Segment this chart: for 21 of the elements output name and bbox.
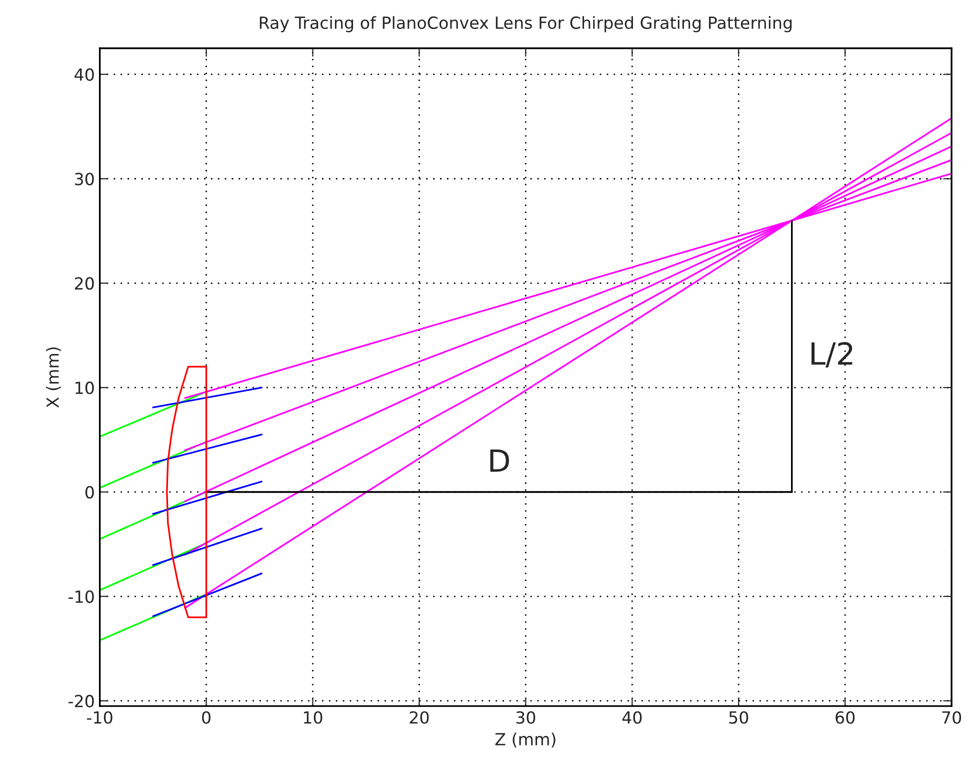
- x-tick-label: 60: [836, 711, 855, 724]
- y-tick-label: 0: [85, 486, 94, 499]
- x-tick-label: 20: [410, 711, 429, 724]
- x-tick-label: 10: [304, 711, 322, 724]
- x-tick-label: -10: [87, 711, 112, 724]
- annotation: D: [490, 449, 510, 472]
- y-tick-label: -10: [68, 590, 94, 603]
- x-tick-label: 0: [202, 711, 210, 724]
- y-tick-label: 10: [76, 382, 94, 394]
- x-axis-title: Z (mm): [495, 732, 556, 748]
- x-tick-label: 30: [516, 711, 536, 724]
- annotation: L/2: [812, 342, 852, 368]
- x-tick-label: 40: [622, 711, 642, 724]
- x-tick-label: 70: [942, 711, 962, 724]
- y-tick-label: -20: [68, 694, 94, 708]
- y-axis-title: X (mm): [46, 347, 61, 408]
- y-tick-label: 30: [75, 172, 94, 186]
- x-tick-label: 50: [729, 711, 748, 724]
- y-tick-label: 40: [74, 68, 94, 81]
- y-tick-label: 20: [74, 277, 94, 290]
- chart-title: Ray Tracing of PlanoConvex Lens For Chirped Grating Patterning: [260, 16, 792, 32]
